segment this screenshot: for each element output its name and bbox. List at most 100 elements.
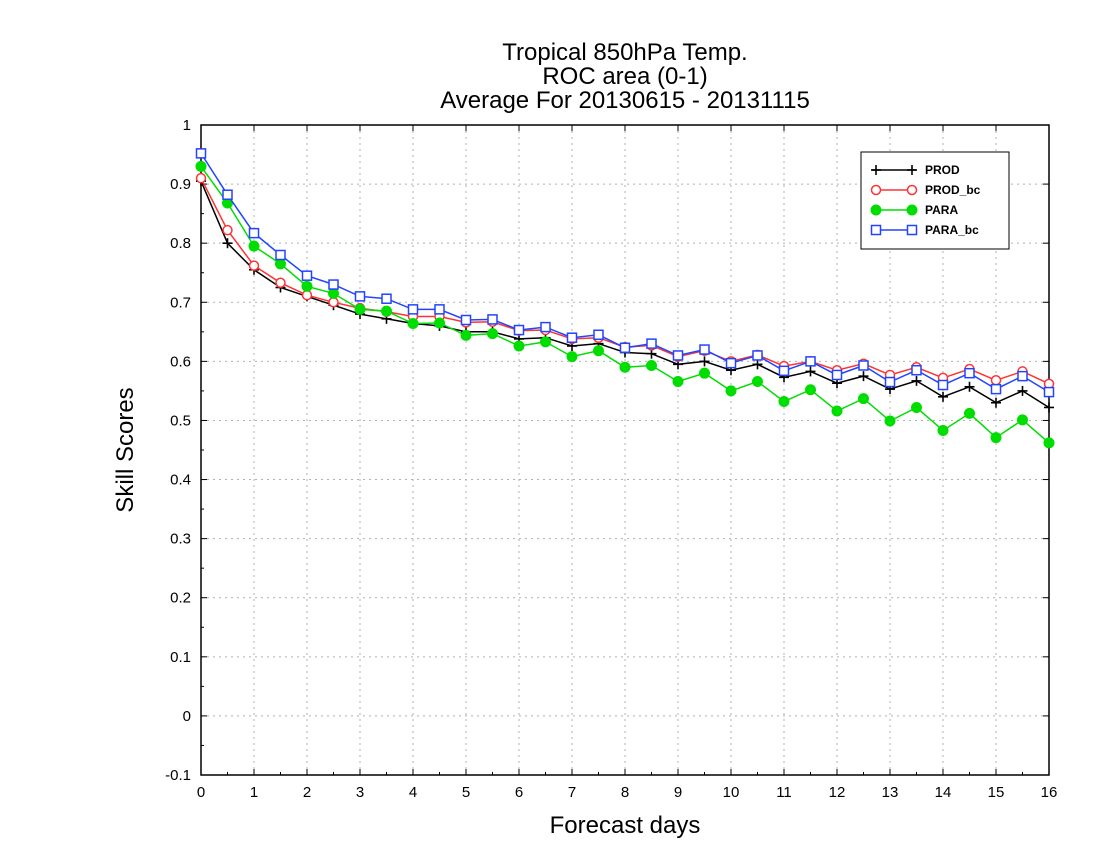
chart-title: Tropical 850hPa Temp. ROC area (0-1) Ave… xyxy=(440,39,810,114)
data-point-para xyxy=(672,375,684,387)
x-tick-label: 0 xyxy=(197,784,205,801)
data-point-para xyxy=(884,415,896,427)
data-point-para-bc xyxy=(275,249,286,261)
data-point-para-bc xyxy=(513,324,525,336)
data-point-para-bc xyxy=(725,357,737,369)
data-point-para xyxy=(566,351,578,363)
legend-marker-para-bc xyxy=(870,224,882,236)
data-point-para-bc xyxy=(619,342,631,354)
data-point-para-bc xyxy=(381,293,392,304)
x-axis-label: Forecast days xyxy=(550,812,701,839)
x-tick-label: 13 xyxy=(882,784,899,801)
title-line-3: Average For 20130615 - 20131115 xyxy=(440,87,810,114)
series-para-bc xyxy=(195,148,1055,398)
y-tick-label: -0.1 xyxy=(165,767,191,784)
data-point-para-bc xyxy=(831,369,843,381)
data-point-para xyxy=(725,385,737,397)
data-point-para xyxy=(487,328,498,340)
x-tick-label: 10 xyxy=(723,784,740,801)
legend-label-para-bc: PARA_bc xyxy=(925,223,979,237)
data-point-para-bc xyxy=(434,304,445,315)
data-point-para xyxy=(460,329,472,341)
legend-entry-prod-bc: PROD_bc xyxy=(870,183,981,197)
data-point-para xyxy=(248,240,260,252)
data-point-para xyxy=(990,432,1002,444)
data-point-prod-bc xyxy=(195,172,207,184)
data-point-para-bc xyxy=(460,314,472,326)
y-tick-label: 0.9 xyxy=(170,176,191,193)
data-point-para-bc xyxy=(646,338,657,349)
x-tick-label: 7 xyxy=(568,784,576,801)
data-point-para xyxy=(1017,414,1028,426)
data-point-para-bc xyxy=(566,332,578,343)
y-tick-label: 0 xyxy=(183,708,191,725)
data-point-prod-bc xyxy=(328,297,339,308)
data-point-para-bc xyxy=(937,379,949,391)
legend: PROD PROD_bc PARA PARA_bc xyxy=(860,151,1010,250)
data-point-para-bc xyxy=(407,304,419,315)
y-tick-label: 0.2 xyxy=(170,590,191,607)
data-point-para-bc xyxy=(672,350,684,361)
data-point-para xyxy=(937,425,949,436)
data-point-para-bc xyxy=(1043,386,1055,398)
data-point-prod xyxy=(858,371,869,382)
gridlines xyxy=(201,125,1049,775)
data-point-para xyxy=(646,360,657,371)
data-point-para-bc xyxy=(593,329,604,341)
data-series xyxy=(195,148,1055,449)
data-point-para-bc xyxy=(778,365,790,377)
title-line-2: ROC area (0-1) xyxy=(542,63,707,90)
data-point-para-bc xyxy=(964,367,975,379)
data-point-prod-bc xyxy=(248,260,260,271)
data-point-prod xyxy=(1017,385,1028,396)
x-tick-label: 5 xyxy=(462,784,470,801)
y-tick-label: 1 xyxy=(183,117,191,134)
data-point-prod xyxy=(699,356,710,367)
y-tick-label: 0.4 xyxy=(170,472,191,489)
data-point-para xyxy=(752,375,763,387)
data-point-para xyxy=(831,405,843,417)
x-tick-label: 3 xyxy=(356,784,364,801)
legend-marker-prod-bc xyxy=(906,184,918,196)
data-point-para-bc xyxy=(328,279,339,290)
data-point-para-bc xyxy=(805,356,816,367)
y-tick-label: 0.1 xyxy=(170,649,191,666)
series-para xyxy=(195,160,1055,449)
data-point-para-bc xyxy=(354,291,366,302)
data-point-para xyxy=(275,258,286,270)
x-tick-label: 8 xyxy=(621,784,629,801)
y-tick-label: 0.8 xyxy=(170,235,191,252)
data-point-prod xyxy=(911,375,922,386)
y-tick-label: 0.3 xyxy=(170,531,191,548)
legend-marker-prod xyxy=(871,165,881,175)
data-point-para-bc xyxy=(911,364,922,376)
y-tick-label: 0.6 xyxy=(170,353,191,370)
legend-box xyxy=(860,151,1010,250)
x-tick-label: 1 xyxy=(250,784,258,801)
data-point-para-bc xyxy=(752,350,763,361)
data-point-para-bc xyxy=(487,314,498,325)
data-point-prod-bc xyxy=(275,277,286,289)
x-tick-label: 9 xyxy=(674,784,682,801)
data-point-prod xyxy=(752,359,763,370)
data-point-para-bc xyxy=(195,148,207,159)
data-point-para xyxy=(407,318,419,330)
data-point-prod xyxy=(222,238,233,249)
x-tick-label: 6 xyxy=(515,784,523,801)
x-axis: 0 1 2 3 4 5 6 7 8 9 10 11 12 13 14 15 16 xyxy=(197,125,1057,801)
data-point-para xyxy=(540,336,551,348)
legend-entry-para: PARA xyxy=(870,203,958,217)
data-point-para xyxy=(301,280,313,292)
data-point-para xyxy=(805,384,816,396)
data-point-para xyxy=(328,287,339,299)
data-point-para xyxy=(513,340,525,352)
data-point-para xyxy=(619,361,631,373)
legend-marker-para-bc xyxy=(906,224,918,236)
data-point-prod xyxy=(1044,402,1054,413)
data-point-prod-bc xyxy=(222,224,233,236)
data-point-para-bc xyxy=(540,321,551,333)
data-point-para xyxy=(1043,437,1055,449)
legend-label-para: PARA xyxy=(925,203,958,217)
legend-label-prod: PROD xyxy=(925,163,960,177)
